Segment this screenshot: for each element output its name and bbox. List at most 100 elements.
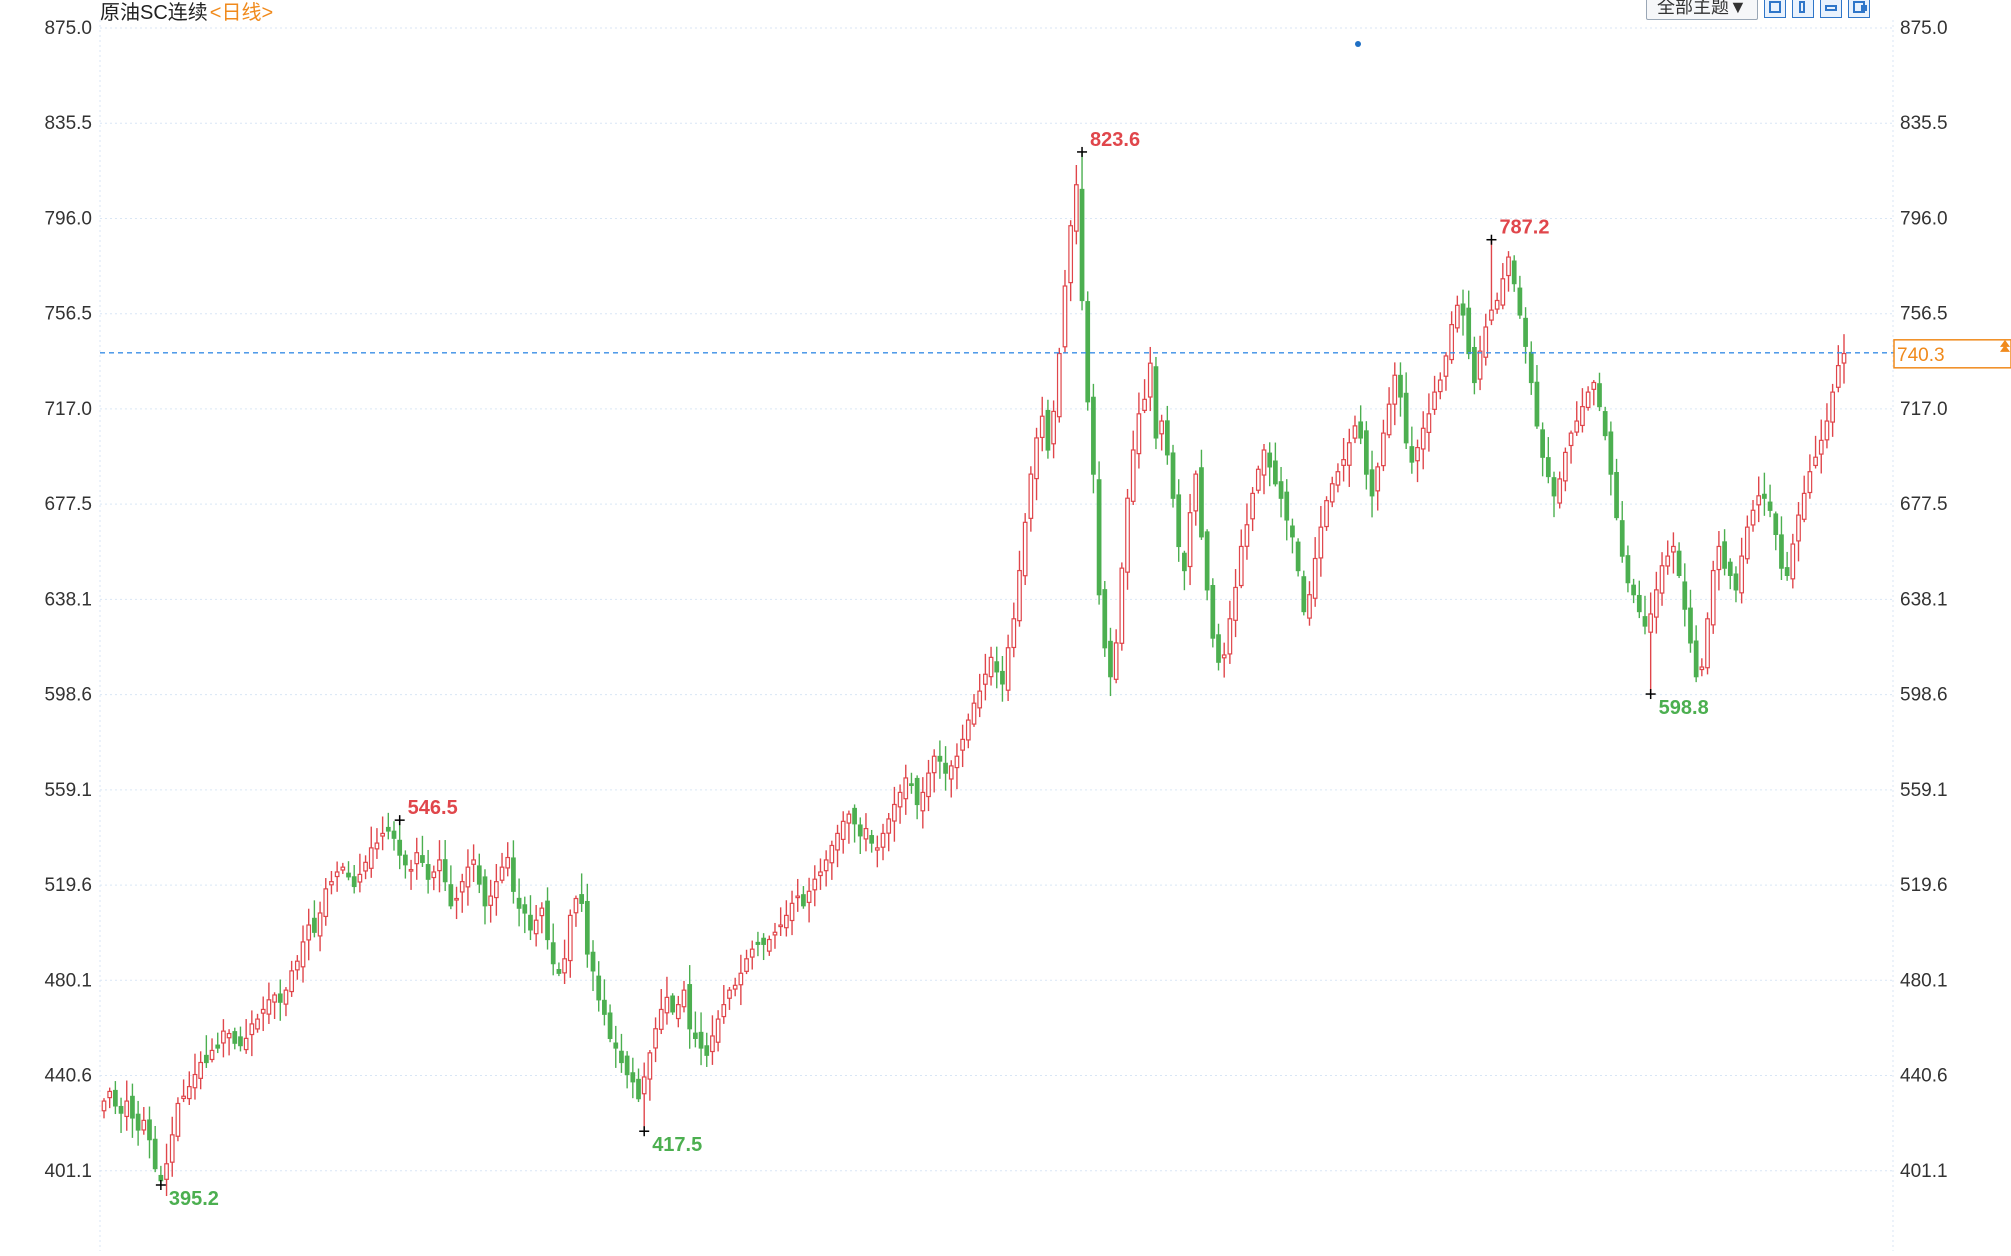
candle-up xyxy=(1142,398,1147,411)
candle-up xyxy=(1341,459,1346,466)
candle-up xyxy=(1557,478,1563,504)
candle-up xyxy=(272,994,277,1003)
candle-down xyxy=(1273,460,1278,485)
candle-up xyxy=(431,871,437,879)
candle-up xyxy=(567,914,573,962)
candle-up xyxy=(1193,473,1199,512)
instrument-name: 原油SC连续 xyxy=(100,2,208,24)
candle-down xyxy=(914,777,920,806)
candle-up xyxy=(471,859,476,865)
candle-down xyxy=(203,1054,209,1064)
candle-up xyxy=(658,1008,664,1030)
candle-up xyxy=(641,1076,647,1095)
candle-up xyxy=(1034,437,1039,480)
candle-down xyxy=(1733,573,1739,591)
candle-up xyxy=(1221,654,1227,659)
candle-up xyxy=(681,989,687,1008)
y-tick-label-left: 717.0 xyxy=(44,399,92,420)
period-selector[interactable]: <日线> xyxy=(209,2,274,24)
theme-dropdown-button[interactable]: 全部主题▼ xyxy=(1646,0,1758,20)
candle-up xyxy=(1011,618,1017,649)
candle-down xyxy=(1284,491,1290,521)
candle-up xyxy=(1255,468,1261,491)
candle-up xyxy=(1744,526,1750,560)
candle-down xyxy=(1363,430,1369,475)
candle-down xyxy=(909,783,914,786)
candle-down xyxy=(1784,567,1790,576)
candle-up xyxy=(1233,586,1238,621)
candle-down xyxy=(1597,383,1602,408)
candle-down xyxy=(511,857,516,892)
candle-down xyxy=(397,839,403,856)
candle-up xyxy=(778,924,784,928)
candle-down xyxy=(522,904,528,914)
candle-up xyxy=(1329,483,1335,503)
candle-up xyxy=(1756,495,1762,506)
high-annotation: 787.2 xyxy=(1499,217,1549,239)
candle-up xyxy=(1335,471,1341,486)
candle-down xyxy=(943,762,948,774)
candle-up xyxy=(965,719,971,741)
candle-down xyxy=(516,897,522,909)
candle-down xyxy=(152,1138,158,1170)
candle-up xyxy=(846,813,852,824)
candle-up xyxy=(164,1163,169,1180)
candle-down xyxy=(1085,301,1091,403)
candle-up xyxy=(459,881,465,893)
candle-down xyxy=(556,969,562,974)
candle-up xyxy=(1841,352,1847,364)
export-icon[interactable] xyxy=(1819,0,1842,18)
candle-up xyxy=(1659,565,1665,594)
candle-up xyxy=(266,999,272,1015)
candle-up xyxy=(983,673,988,685)
y-tick-label-left: 519.6 xyxy=(44,875,92,896)
layout-split-icon[interactable] xyxy=(1791,0,1814,18)
candle-down xyxy=(1045,409,1051,451)
candle-up xyxy=(732,984,738,990)
candle-up xyxy=(1250,492,1255,520)
candle-up xyxy=(931,755,937,774)
candle-down xyxy=(761,937,766,945)
candle-up xyxy=(1136,413,1142,455)
candle-down xyxy=(1290,525,1295,538)
candle-down xyxy=(1216,634,1221,663)
candle-up xyxy=(107,1090,113,1099)
candle-up xyxy=(300,941,306,968)
candle-down xyxy=(1164,420,1170,456)
layout-grid-icon[interactable] xyxy=(1763,0,1786,18)
candle-down xyxy=(869,835,875,844)
candle-up xyxy=(789,902,795,922)
candle-up xyxy=(971,702,977,725)
candle-up xyxy=(363,861,368,872)
candle-up xyxy=(738,972,744,986)
candle-up xyxy=(1477,350,1483,380)
candle-up xyxy=(1506,256,1511,277)
candle-up xyxy=(323,888,329,918)
candle-up xyxy=(818,871,823,877)
candle-down xyxy=(238,1036,243,1047)
fullscreen-icon[interactable] xyxy=(1847,0,1870,18)
candle-down xyxy=(385,826,391,832)
candle-up xyxy=(766,938,772,952)
candle-up xyxy=(340,866,346,871)
candle-up xyxy=(533,919,539,935)
candle-down xyxy=(1398,374,1403,398)
candle-up xyxy=(829,844,835,864)
candle-up xyxy=(749,948,755,958)
y-tick-label-left: 480.1 xyxy=(44,970,92,991)
candle-down xyxy=(1153,366,1159,439)
candle-down xyxy=(550,942,556,965)
candle-up xyxy=(1392,374,1398,405)
candle-up xyxy=(1318,526,1324,559)
candle-up xyxy=(954,755,960,769)
y-tick-label-right: 440.6 xyxy=(1900,1066,1948,1087)
candle-down xyxy=(1517,287,1523,316)
candle-up xyxy=(1062,285,1068,348)
candle-up xyxy=(1324,500,1329,528)
candle-up xyxy=(1312,557,1318,599)
y-tick-label-left: 756.5 xyxy=(44,304,92,325)
candle-up xyxy=(823,859,829,872)
candle-up xyxy=(334,871,340,878)
candle-up xyxy=(573,897,579,914)
candle-down xyxy=(1602,411,1608,437)
